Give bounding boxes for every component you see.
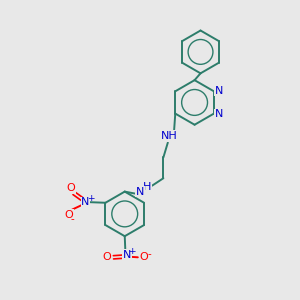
Text: -: - (71, 214, 75, 224)
Text: N: N (81, 197, 90, 207)
Text: N: N (215, 86, 223, 96)
Text: N: N (123, 250, 131, 260)
Text: H: H (143, 182, 151, 192)
Text: -: - (147, 249, 151, 259)
Text: NH: NH (161, 131, 178, 141)
Text: O: O (140, 252, 148, 262)
Text: N: N (136, 187, 144, 196)
Text: +: + (128, 247, 136, 256)
Text: O: O (67, 184, 75, 194)
Text: O: O (103, 252, 111, 262)
Text: O: O (64, 210, 73, 220)
Text: +: + (87, 194, 94, 203)
Text: N: N (215, 109, 223, 119)
